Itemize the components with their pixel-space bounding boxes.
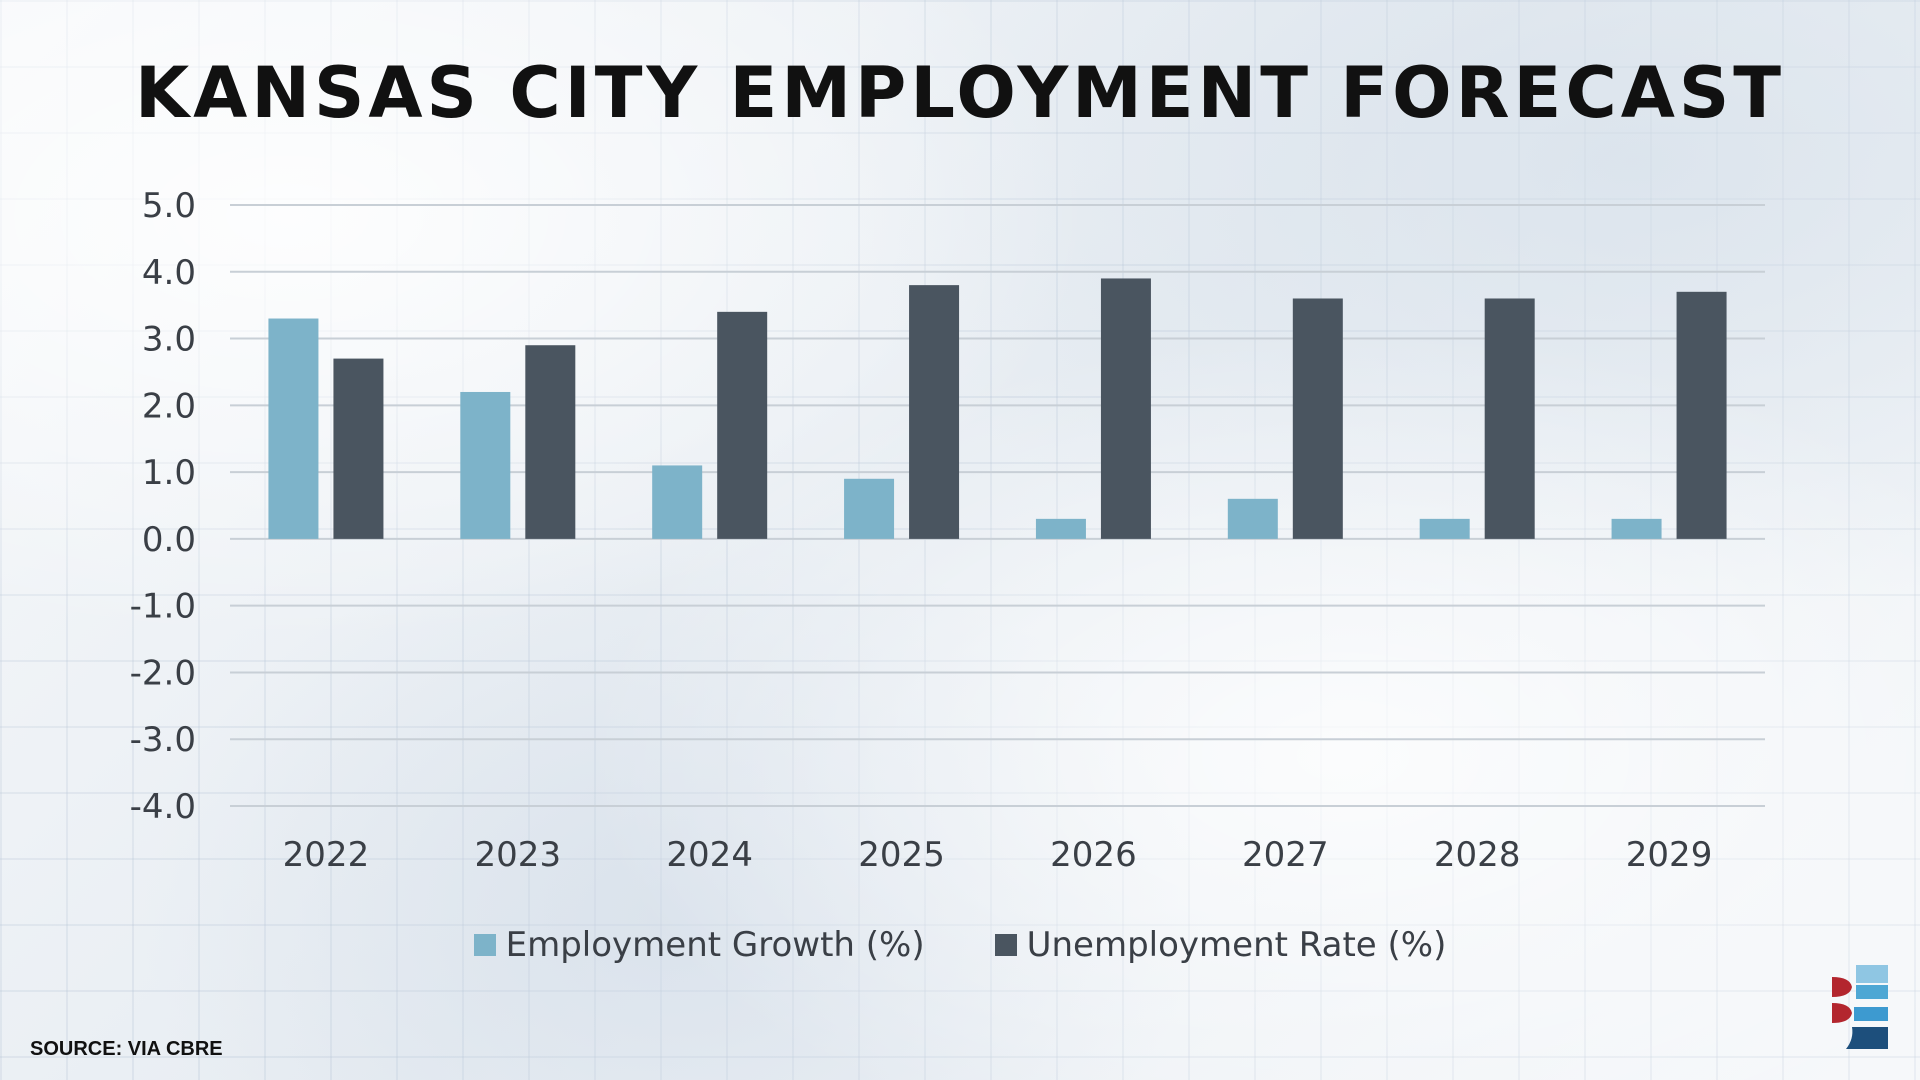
y-tick-label: 1.0 bbox=[142, 453, 196, 493]
bar-employment-growth bbox=[460, 391, 511, 539]
bar-employment-growth bbox=[1227, 498, 1278, 539]
bar-employment-growth bbox=[1035, 518, 1086, 539]
y-tick-label: 0.0 bbox=[142, 520, 196, 560]
y-axis-ticks: 5.0 4.0 3.0 2.0 1.0 0.0 -1.0 -2.0 -3.0 -4.0 bbox=[130, 186, 196, 827]
y-tick-label: -4.0 bbox=[130, 787, 196, 827]
x-tick-label: 2022 bbox=[283, 835, 370, 875]
x-tick-label: 2029 bbox=[1626, 835, 1713, 875]
x-axis-ticks: 2022 2023 2024 2025 2026 2027 2028 2029 bbox=[283, 835, 1713, 875]
x-tick-label: 2023 bbox=[475, 835, 562, 875]
chart-title: KANSAS CITY EMPLOYMENT FORECAST bbox=[134, 52, 1786, 134]
bar-unemployment-rate bbox=[1100, 278, 1151, 539]
bar-employment-growth bbox=[1611, 518, 1662, 539]
bar-employment-growth bbox=[268, 318, 319, 539]
source-note: SOURCE: VIA CBRE bbox=[30, 1038, 223, 1060]
gridlines bbox=[230, 204, 1765, 807]
bar-unemployment-rate bbox=[525, 345, 576, 539]
bar-employment-growth bbox=[1419, 518, 1470, 539]
legend-item-unemployment-rate: Unemployment Rate (%) bbox=[994, 925, 1447, 965]
bars bbox=[268, 278, 1727, 539]
y-tick-label: -3.0 bbox=[130, 720, 196, 760]
bar-unemployment-rate bbox=[1292, 298, 1343, 539]
x-tick-label: 2024 bbox=[666, 835, 753, 875]
bar-unemployment-rate bbox=[1484, 298, 1535, 539]
bar-unemployment-rate bbox=[333, 358, 384, 539]
x-tick-label: 2028 bbox=[1434, 835, 1521, 875]
bar-unemployment-rate bbox=[909, 285, 960, 539]
y-tick-label: 3.0 bbox=[142, 320, 196, 360]
brand-logo-icon bbox=[1832, 965, 1888, 1049]
legend-item-employment-growth: Employment Growth (%) bbox=[473, 925, 925, 965]
legend-label-unemployment-rate: Unemployment Rate (%) bbox=[1026, 925, 1447, 965]
y-tick-label: -2.0 bbox=[130, 653, 196, 693]
y-tick-label: 4.0 bbox=[142, 253, 196, 293]
x-tick-label: 2026 bbox=[1050, 835, 1137, 875]
y-tick-label: 2.0 bbox=[142, 386, 196, 426]
bar-unemployment-rate bbox=[1676, 291, 1727, 539]
legend-swatch-unemployment-rate bbox=[994, 934, 1017, 956]
y-tick-label: -1.0 bbox=[130, 587, 196, 627]
x-tick-label: 2027 bbox=[1242, 835, 1329, 875]
bar-employment-growth bbox=[844, 478, 895, 539]
y-tick-label: 5.0 bbox=[142, 186, 196, 226]
bar-unemployment-rate bbox=[717, 311, 768, 539]
legend-swatch-employment-growth bbox=[473, 934, 496, 956]
legend-label-employment-growth: Employment Growth (%) bbox=[505, 925, 925, 965]
bar-employment-growth bbox=[652, 465, 703, 539]
legend: Employment Growth (%) Unemployment Rate … bbox=[0, 925, 1920, 965]
x-tick-label: 2025 bbox=[858, 835, 945, 875]
